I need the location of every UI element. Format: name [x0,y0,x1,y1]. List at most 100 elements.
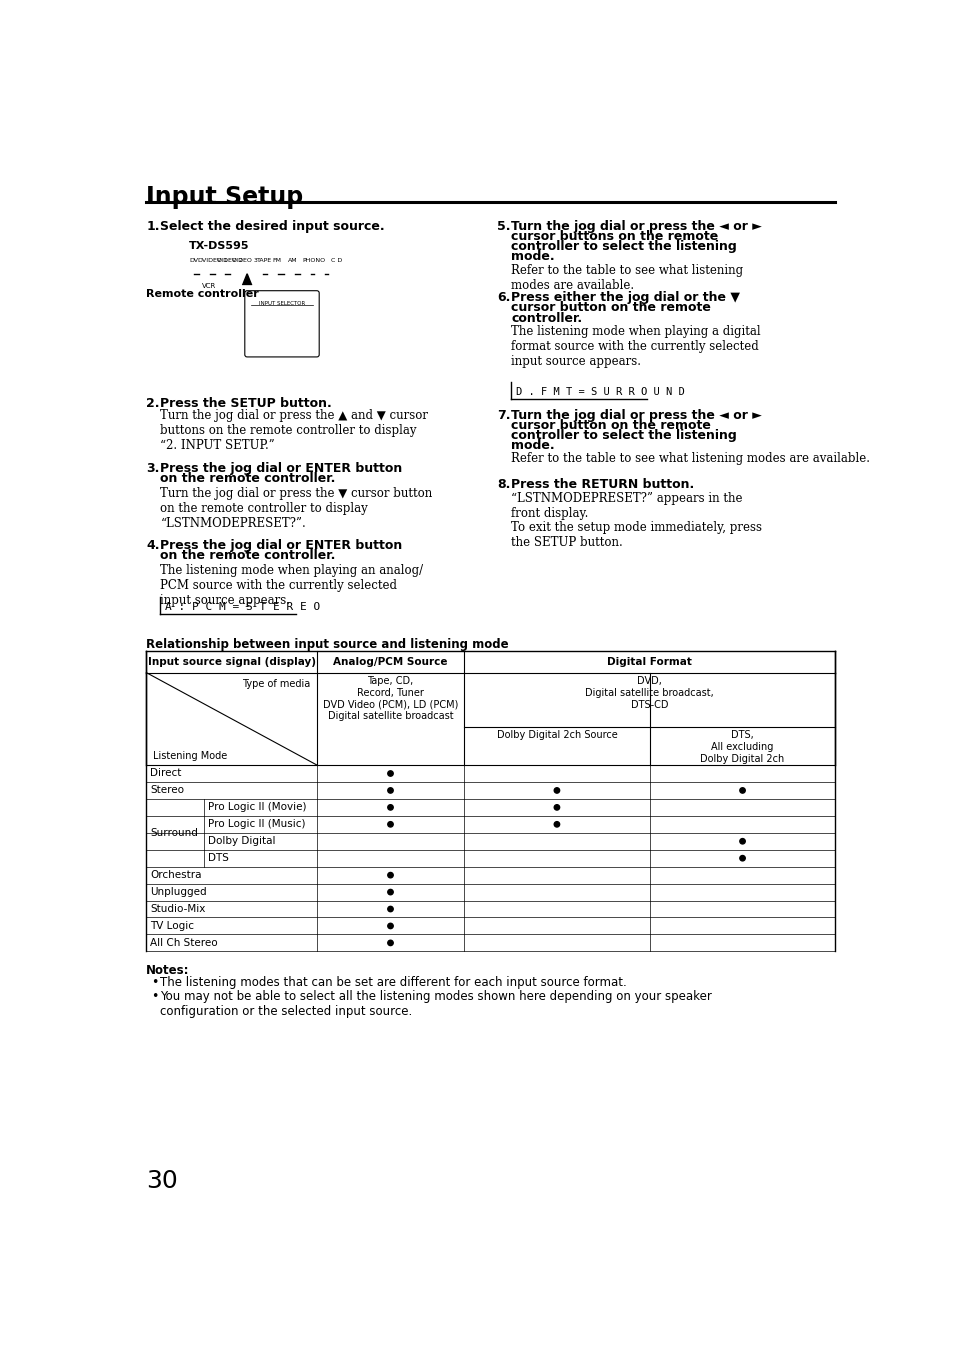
Text: All Ch Stereo: All Ch Stereo [150,938,217,948]
Circle shape [740,839,744,844]
Circle shape [387,771,393,777]
Text: AM: AM [288,258,297,263]
Circle shape [315,270,322,277]
Circle shape [251,332,261,343]
Circle shape [740,788,744,793]
Text: 5.: 5. [497,220,511,232]
Text: controller to select the listening: controller to select the listening [511,428,737,442]
Circle shape [387,907,393,912]
Circle shape [330,270,335,277]
Text: •: • [151,975,158,989]
Circle shape [214,269,225,280]
Text: VIDEO 3: VIDEO 3 [232,258,257,263]
Text: Refer to the table to see what listening modes are available.: Refer to the table to see what listening… [511,453,869,465]
Text: Listening Mode: Listening Mode [152,751,227,761]
Text: Surround: Surround [150,828,198,838]
Text: 7.: 7. [497,408,511,422]
Text: TAPE: TAPE [257,258,272,263]
Text: cursor button on the remote: cursor button on the remote [511,419,711,431]
Text: Studio-Mix: Studio-Mix [150,904,206,915]
Text: Analog/PCM Source: Analog/PCM Source [333,657,447,667]
Text: DVD: DVD [189,258,203,263]
Text: 2.: 2. [146,397,160,409]
Text: Stereo: Stereo [150,785,184,796]
Text: INPUT SELECTOR: INPUT SELECTOR [258,301,305,305]
Circle shape [554,805,559,811]
Circle shape [253,270,260,277]
Text: PHONO: PHONO [302,258,325,263]
Circle shape [267,269,278,280]
Text: 4.: 4. [146,539,160,553]
Circle shape [201,270,208,277]
Circle shape [302,270,308,277]
Text: Turn the jog dial or press the ▲ and ▼ cursor
buttons on the remote controller t: Turn the jog dial or press the ▲ and ▼ c… [160,409,428,453]
Circle shape [230,269,241,280]
Text: DTS,
All excluding
Dolby Digital 2ch: DTS, All excluding Dolby Digital 2ch [700,731,784,763]
Text: Press the jog dial or ENTER button: Press the jog dial or ENTER button [160,539,402,553]
Text: mode.: mode. [511,439,555,451]
Circle shape [740,855,744,861]
Text: Digital Format: Digital Format [607,657,692,667]
Text: VCR: VCR [202,282,216,289]
Circle shape [328,269,338,280]
Text: 8.: 8. [497,478,510,490]
Text: Tape, CD,
Record, Tuner
DVD Video (PCM), LD (PCM)
Digital satellite broadcast: Tape, CD, Record, Tuner DVD Video (PCM),… [322,677,457,721]
Text: Orchestra: Orchestra [150,870,201,880]
Text: The listening mode when playing a digital
format source with the currently selec: The listening mode when playing a digita… [511,326,760,369]
Text: “LSTNMODEPRESET?” appears in the
front display.: “LSTNMODEPRESET?” appears in the front d… [511,492,742,520]
Circle shape [266,319,277,330]
Text: on the remote controller.: on the remote controller. [160,550,335,562]
Circle shape [233,270,238,277]
Text: To exit the setup mode immediately, press
the SETUP button.: To exit the setup mode immediately, pres… [511,521,761,549]
Text: Dolby Digital: Dolby Digital [208,836,275,846]
Text: VIDEO 1: VIDEO 1 [202,258,228,263]
Text: Unplugged: Unplugged [150,888,207,897]
Text: controller.: controller. [511,312,582,324]
Circle shape [216,270,223,277]
Text: Direct: Direct [150,769,181,778]
Text: Press either the jog dial or the ▼: Press either the jog dial or the ▼ [511,292,740,304]
Circle shape [199,269,210,280]
Text: on the remote controller.: on the remote controller. [160,473,335,485]
Circle shape [266,332,277,343]
Text: 6.: 6. [497,292,510,304]
Text: DTS: DTS [208,854,229,863]
Text: 1.: 1. [146,220,160,232]
Circle shape [387,889,393,894]
Bar [241,285,253,301]
Text: Pro Logic II (Music): Pro Logic II (Music) [208,819,306,830]
Text: controller to select the listening: controller to select the listening [511,240,737,253]
Text: 30: 30 [146,1169,178,1193]
Text: cursor button on the remote: cursor button on the remote [511,301,711,315]
Text: Press the RETURN button.: Press the RETURN button. [511,478,694,490]
Text: Dolby Digital 2ch Source: Dolby Digital 2ch Source [496,731,617,740]
Circle shape [297,332,308,343]
Circle shape [554,821,559,827]
Text: mode.: mode. [511,250,555,263]
Text: C D: C D [331,258,342,263]
Circle shape [286,270,293,277]
Text: Type of media: Type of media [242,678,311,689]
Text: cursor buttons on the remote: cursor buttons on the remote [511,230,718,243]
Text: The listening modes that can be set are different for each input source format.: The listening modes that can be set are … [160,975,626,989]
FancyBboxPatch shape [245,290,319,357]
Circle shape [387,805,393,811]
Circle shape [186,270,192,277]
Text: DVD,
Digital satellite broadcast,
DTS-CD: DVD, Digital satellite broadcast, DTS-CD [585,677,714,709]
Text: Press the SETUP button.: Press the SETUP button. [160,397,332,409]
Text: D . F M T = S U R R O U N D: D . F M T = S U R R O U N D [516,386,684,397]
Circle shape [282,304,293,315]
Circle shape [387,788,393,793]
Text: Remote controller: Remote controller [146,289,259,299]
Text: Relationship between input source and listening mode: Relationship between input source and li… [146,638,509,651]
Circle shape [282,319,293,330]
Text: Turn the jog dial or press the ◄ or ►: Turn the jog dial or press the ◄ or ► [511,220,761,232]
Text: 3.: 3. [146,462,159,476]
Circle shape [314,269,324,280]
Text: Input source signal (display): Input source signal (display) [148,657,315,667]
Text: Pro Logic II (Movie): Pro Logic II (Movie) [208,802,307,812]
Text: Turn the jog dial or press the ◄ or ►: Turn the jog dial or press the ◄ or ► [511,408,761,422]
Text: Select the desired input source.: Select the desired input source. [160,220,385,232]
Polygon shape [242,274,252,285]
Circle shape [554,788,559,793]
